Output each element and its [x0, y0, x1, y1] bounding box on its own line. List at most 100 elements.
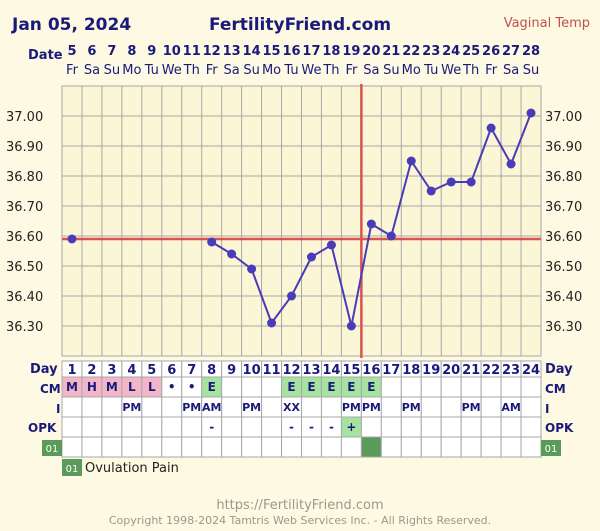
weekday-label: We [301, 63, 321, 78]
intercourse-cell [61, 396, 83, 418]
opk-cell [520, 416, 542, 438]
y-tick-label-left: 36.80 [6, 170, 43, 185]
intercourse-cell [261, 396, 283, 418]
intercourse-cell [301, 396, 322, 418]
intercourse-cell [480, 396, 502, 418]
temperature-point [287, 291, 297, 301]
opk-cell [500, 416, 522, 438]
opk-cell [360, 416, 382, 438]
date-label: 11 [183, 44, 201, 59]
cm-value: H [87, 380, 97, 394]
opk-cell [141, 416, 163, 438]
date-label: 25 [462, 44, 480, 59]
y-tick-label-right: 36.30 [545, 320, 582, 335]
cm-cell [420, 376, 442, 398]
y-tick-label-left: 37.00 [6, 110, 43, 125]
ovulation-pain-cell [181, 436, 203, 458]
date-label: 10 [163, 44, 181, 59]
date-header: 5Fr6Sa7Su8Mo9Tu10We11Th12Fr13Sa14Su15Mo1… [66, 44, 540, 78]
weekday-label: Su [243, 63, 260, 78]
cm-value: E [208, 380, 216, 394]
temperature-point [207, 237, 217, 247]
weekday-label: Tu [144, 63, 159, 78]
intercourse-cell [420, 396, 442, 418]
date-label: 16 [282, 44, 300, 59]
day-value: 14 [322, 363, 340, 378]
weekday-label: Sa [224, 63, 240, 78]
intercourse-cell [221, 396, 243, 418]
intercourse-value: PM [362, 401, 381, 414]
y-tick-label-left: 36.90 [6, 140, 43, 155]
cm-row-label-left: CM [40, 382, 61, 396]
ovulation-pain-cell [500, 436, 522, 458]
day-value: 20 [442, 363, 460, 378]
opk-cell [420, 416, 442, 438]
y-tick-label-right: 36.80 [545, 170, 582, 185]
site-title: FertilityFriend.com [209, 15, 391, 35]
day-value: 6 [167, 363, 176, 378]
cm-cell [440, 376, 462, 398]
opk-cell [460, 416, 482, 438]
ovulation-pain-cell [241, 436, 263, 458]
opk-cell [400, 416, 422, 438]
day-value: 12 [282, 363, 300, 378]
ovulation-pain-cell [201, 436, 223, 458]
ovulation-pain-cell [121, 436, 143, 458]
legend-code-badge [62, 459, 82, 476]
weekday-label: Tu [423, 63, 438, 78]
temperature-point [466, 177, 476, 187]
legend-code: 01 [66, 464, 79, 475]
opk-value: - [289, 420, 294, 434]
y-tick-label-right: 36.90 [545, 140, 582, 155]
opk-cell [181, 416, 203, 438]
day-value: 18 [402, 363, 420, 378]
y-tick-label-left: 36.40 [6, 290, 43, 305]
intercourse-value: PM [342, 401, 361, 414]
opk-value: + [346, 420, 356, 434]
ovulation-pain-cell [360, 436, 382, 458]
cm-cell [480, 376, 502, 398]
weekday-label: Sa [84, 63, 100, 78]
date-label: 26 [482, 44, 500, 59]
day-row-label-left: Day [30, 362, 58, 377]
date-label: 19 [342, 44, 360, 59]
y-tick-label-right: 36.60 [545, 230, 582, 245]
cm-value: L [128, 380, 136, 394]
day-value: 21 [462, 363, 480, 378]
temperature-point [267, 318, 277, 328]
cm-value: E [307, 380, 315, 394]
weekday-label: Mo [262, 63, 281, 78]
temperature-point [306, 252, 316, 262]
y-tick-label-right: 37.00 [545, 110, 582, 125]
day-value: 19 [422, 363, 440, 378]
opk-cell [101, 416, 123, 438]
temperature-point [446, 177, 456, 187]
day-value: 9 [227, 363, 236, 378]
ovulation-pain-cell [460, 436, 482, 458]
date-label: 21 [382, 44, 400, 59]
legend-text: Ovulation Pain [85, 461, 179, 476]
temperature-point [326, 240, 336, 250]
ovulation-pain-cell [101, 436, 123, 458]
opk-cell [161, 416, 183, 438]
day-value: 16 [362, 363, 380, 378]
weekday-label: Th [322, 63, 339, 78]
y-tick-label-left: 36.70 [6, 200, 43, 215]
coverline [62, 84, 541, 358]
date-label: 20 [362, 44, 380, 59]
ovulation-pain-cell [520, 436, 542, 458]
day-value: 11 [263, 363, 281, 378]
opk-cell [241, 416, 263, 438]
y-tick-label-left: 36.60 [6, 230, 43, 245]
footer-url[interactable]: https://FertilityFriend.com [216, 498, 383, 513]
date-label: 18 [322, 44, 340, 59]
temperature-series [67, 108, 536, 331]
custom-code-badge-right [541, 440, 561, 456]
day-value: 8 [207, 363, 216, 378]
cm-cell [261, 376, 283, 398]
opk-cell [221, 416, 243, 438]
weekday-label: Su [383, 63, 400, 78]
day-value: 15 [342, 363, 360, 378]
